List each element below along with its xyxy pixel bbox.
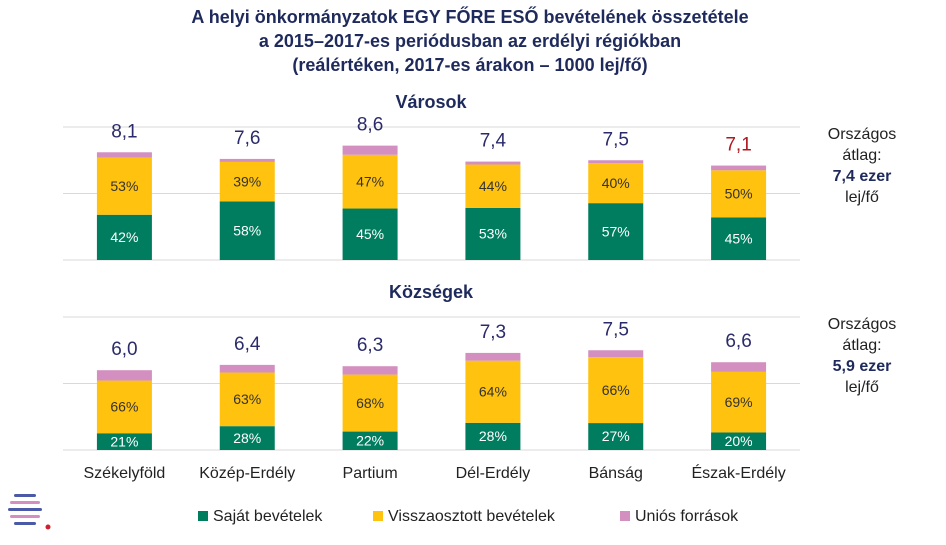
annotation: átlag: <box>842 147 881 164</box>
bar-segment <box>465 161 521 165</box>
value-label: 22% <box>356 432 384 448</box>
value-label: 28% <box>479 428 507 444</box>
bar-segment <box>711 432 767 450</box>
bar-segment <box>219 158 275 162</box>
chart-title: a 2015–2017-es periódusban az erdélyi ré… <box>259 31 681 51</box>
value-label: 66% <box>110 399 138 415</box>
total-label: 7,6 <box>234 128 260 149</box>
bar-segment <box>96 433 152 450</box>
bar-segment <box>219 426 275 450</box>
total-label: 7,5 <box>603 319 629 340</box>
value-label: 68% <box>356 395 384 411</box>
bar-segment <box>465 207 521 260</box>
total-label: 7,5 <box>603 129 629 150</box>
total-label: 7,3 <box>480 322 506 343</box>
bar-segment <box>96 152 152 158</box>
value-label: 53% <box>479 226 507 242</box>
value-label: 63% <box>233 391 261 407</box>
bar-segment <box>465 164 521 208</box>
bar-segment <box>588 423 644 450</box>
value-label: 28% <box>233 430 261 446</box>
panel-title: Községek <box>389 282 474 302</box>
value-label: 42% <box>110 229 138 245</box>
value-label: 66% <box>602 382 630 398</box>
annotation: 7,4 ezer <box>833 168 892 185</box>
bar-segment <box>96 157 152 215</box>
bar-segment <box>219 372 275 427</box>
value-label: 20% <box>725 433 753 449</box>
legend-swatch <box>620 511 630 521</box>
value-label: 57% <box>602 223 630 239</box>
legend-label: Visszaosztott bevételek <box>388 508 556 525</box>
bar-segment <box>711 362 767 372</box>
bar-segment <box>711 371 767 433</box>
bar-segment <box>342 145 398 155</box>
value-label: 45% <box>356 226 384 242</box>
x-tick-label: Közép-Erdély <box>199 465 295 482</box>
chart-title: A helyi önkormányzatok EGY FŐRE ESŐ bevé… <box>191 6 748 27</box>
total-label: 6,6 <box>725 331 751 352</box>
total-label: 6,3 <box>357 335 383 356</box>
bar-segment <box>588 357 644 424</box>
bar-segment <box>711 170 767 218</box>
annotation: lej/fő <box>845 379 879 396</box>
legend-label: Uniós források <box>635 508 739 525</box>
value-label: 58% <box>233 222 261 238</box>
x-tick-label: Bánság <box>589 465 643 482</box>
annotation: 5,9 ezer <box>833 358 892 375</box>
value-label: 53% <box>110 178 138 194</box>
bar-segment <box>588 160 644 164</box>
total-label: 7,1 <box>725 135 751 156</box>
value-label: 69% <box>725 394 753 410</box>
annotation: Országos <box>828 126 896 143</box>
bar-segment <box>342 366 398 375</box>
bar-segment <box>96 380 152 434</box>
value-label: 27% <box>602 428 630 444</box>
bar-segment <box>588 350 644 358</box>
x-tick-label: Dél-Erdély <box>456 465 531 482</box>
bar-segment <box>711 217 767 260</box>
total-label: 7,4 <box>480 131 507 152</box>
annotation: Országos <box>828 316 896 333</box>
bar-segment <box>342 374 398 432</box>
value-label: 47% <box>356 173 384 189</box>
total-label: 6,4 <box>234 334 261 355</box>
legend-swatch <box>198 511 208 521</box>
chart-title: (reálértéken, 2017-es árakon – 1000 lej/… <box>292 55 647 75</box>
value-label: 40% <box>602 175 630 191</box>
bar-segment <box>588 163 644 204</box>
bar-segment <box>465 352 521 361</box>
value-label: 21% <box>110 433 138 449</box>
bar-segment <box>465 422 521 450</box>
annotation: lej/fő <box>845 189 879 206</box>
x-tick-label: Észak-Erdély <box>691 463 785 482</box>
value-label: 39% <box>233 173 261 189</box>
value-label: 50% <box>725 186 753 202</box>
bar-segment <box>711 165 767 171</box>
legend-swatch <box>373 511 383 521</box>
annotation: átlag: <box>842 337 881 354</box>
value-label: 45% <box>725 230 753 246</box>
bar-segment <box>219 364 275 373</box>
bar-segment <box>342 208 398 260</box>
total-label: 8,1 <box>111 121 137 142</box>
bar-segment <box>219 201 275 260</box>
bar-segment <box>465 360 521 423</box>
bar-segment <box>342 154 398 209</box>
value-label: 64% <box>479 383 507 399</box>
logo <box>8 494 51 530</box>
bar-segment <box>219 161 275 202</box>
bar-segment <box>96 214 152 260</box>
bar-segment <box>342 431 398 450</box>
value-label: 44% <box>479 178 507 194</box>
x-tick-label: Székelyföld <box>84 465 166 482</box>
bar-segment <box>588 203 644 260</box>
x-tick-label: Partium <box>343 465 398 482</box>
bar-segment <box>96 370 152 381</box>
panel-title: Városok <box>395 92 467 112</box>
total-label: 6,0 <box>111 339 137 360</box>
total-label: 8,6 <box>357 115 383 136</box>
legend-label: Saját bevételek <box>213 508 323 525</box>
